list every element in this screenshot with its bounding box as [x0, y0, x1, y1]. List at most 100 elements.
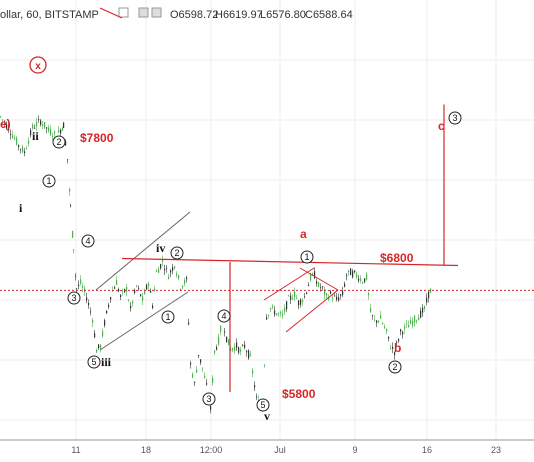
- candle-body: [236, 342, 238, 348]
- candle-body: [242, 345, 244, 346]
- candle-body: [76, 288, 78, 290]
- candle-body: [174, 266, 176, 269]
- candle-body: [14, 137, 16, 140]
- candle-body: [256, 396, 258, 398]
- candle-body: [106, 310, 108, 314]
- settings-icon[interactable]: [151, 7, 162, 18]
- candle-body: [65, 141, 67, 146]
- candle-body: [206, 383, 208, 385]
- candle-body: [318, 282, 320, 287]
- candle-body: [334, 295, 336, 297]
- ohlc-value: O6598.72: [170, 9, 218, 21]
- candle-body: [178, 275, 180, 279]
- candle-body: [8, 126, 10, 131]
- candle-body: [12, 135, 14, 138]
- collapse-icon[interactable]: [118, 7, 129, 18]
- candle-body: [152, 305, 154, 308]
- circled-marker-x: x: [29, 56, 47, 74]
- candle-body: [400, 329, 402, 332]
- candle-body: [282, 314, 284, 316]
- candle-body: [238, 347, 240, 353]
- candle-body: [266, 317, 268, 320]
- candle-body: [100, 344, 102, 349]
- circled-marker: 3: [448, 111, 462, 125]
- candle-body: [170, 270, 172, 273]
- candle-body: [374, 319, 376, 321]
- candle-body: [90, 311, 92, 313]
- candle-body: [234, 346, 236, 351]
- candle-body: [120, 295, 122, 298]
- x-tick-label: 11: [71, 445, 80, 455]
- grid: [0, 0, 534, 440]
- visibility-icon[interactable]: [138, 7, 149, 18]
- candle-body: [198, 355, 200, 357]
- candle-body: [34, 127, 36, 129]
- candle-body: [382, 323, 384, 325]
- candle-body: [164, 268, 166, 271]
- svg-text:3: 3: [71, 293, 76, 303]
- wedge-side: [299, 267, 339, 291]
- candle-body: [358, 278, 360, 281]
- candle-body: [138, 287, 140, 289]
- candle-body: [162, 260, 164, 263]
- candle-body: [190, 362, 192, 365]
- candle-body: [144, 290, 146, 295]
- candle-body: [252, 370, 254, 374]
- candle-body: [122, 290, 124, 292]
- candle-body: [134, 290, 136, 293]
- circled-marker: 4: [81, 234, 95, 248]
- candle-body: [62, 127, 64, 131]
- candle-body: [306, 292, 308, 294]
- candle-body: [278, 313, 280, 314]
- price-level-label: $6800: [380, 251, 414, 265]
- candle-body: [300, 299, 302, 305]
- candle-body: [392, 346, 394, 349]
- candle-body: [98, 344, 100, 349]
- candle-body: [290, 295, 292, 300]
- candle-body: [406, 323, 408, 325]
- circled-marker: 2: [52, 135, 66, 149]
- circled-marker: 4: [217, 309, 231, 323]
- candle-body: [88, 303, 90, 306]
- svg-text:2: 2: [392, 362, 397, 372]
- candle-body: [200, 359, 202, 363]
- candle-body: [216, 347, 218, 350]
- candle-body: [36, 122, 38, 127]
- svg-text:4: 4: [85, 236, 90, 246]
- candle-body: [376, 320, 378, 323]
- candle-body: [394, 352, 396, 356]
- candle-body: [226, 336, 228, 342]
- candle-body: [352, 270, 354, 278]
- candle-body: [18, 145, 20, 147]
- trend-line-top: [99, 7, 123, 19]
- candle-body: [102, 331, 104, 337]
- candle-body: [202, 367, 204, 369]
- candle-series: [0, 115, 432, 414]
- svg-text:1: 1: [46, 176, 51, 186]
- candle-body: [296, 298, 298, 299]
- candle-body: [428, 291, 430, 299]
- candle-body: [154, 288, 156, 291]
- candle-body: [6, 123, 8, 129]
- candle-body: [294, 291, 296, 298]
- candle-body: [264, 365, 266, 367]
- candle-body: [344, 283, 346, 287]
- candle-body: [248, 350, 250, 359]
- svg-text:5: 5: [260, 400, 265, 410]
- wave-label: i: [19, 201, 23, 215]
- candle-body: [404, 326, 406, 330]
- candle-body: [228, 339, 230, 346]
- candle-body: [370, 308, 372, 313]
- wave-label: ii: [32, 129, 39, 143]
- candle-body: [310, 274, 312, 281]
- candle-body: [28, 140, 30, 144]
- x-tick-label: Jul: [274, 445, 286, 455]
- chart-header: ollar, 60, BITSTAMP O6598.72H6619.97L657…: [0, 7, 353, 21]
- circled-marker: 2: [170, 246, 184, 260]
- candle-body: [168, 276, 170, 280]
- candle-body: [210, 405, 212, 410]
- candle-body: [108, 304, 110, 307]
- resistance-line-6800: [121, 257, 459, 267]
